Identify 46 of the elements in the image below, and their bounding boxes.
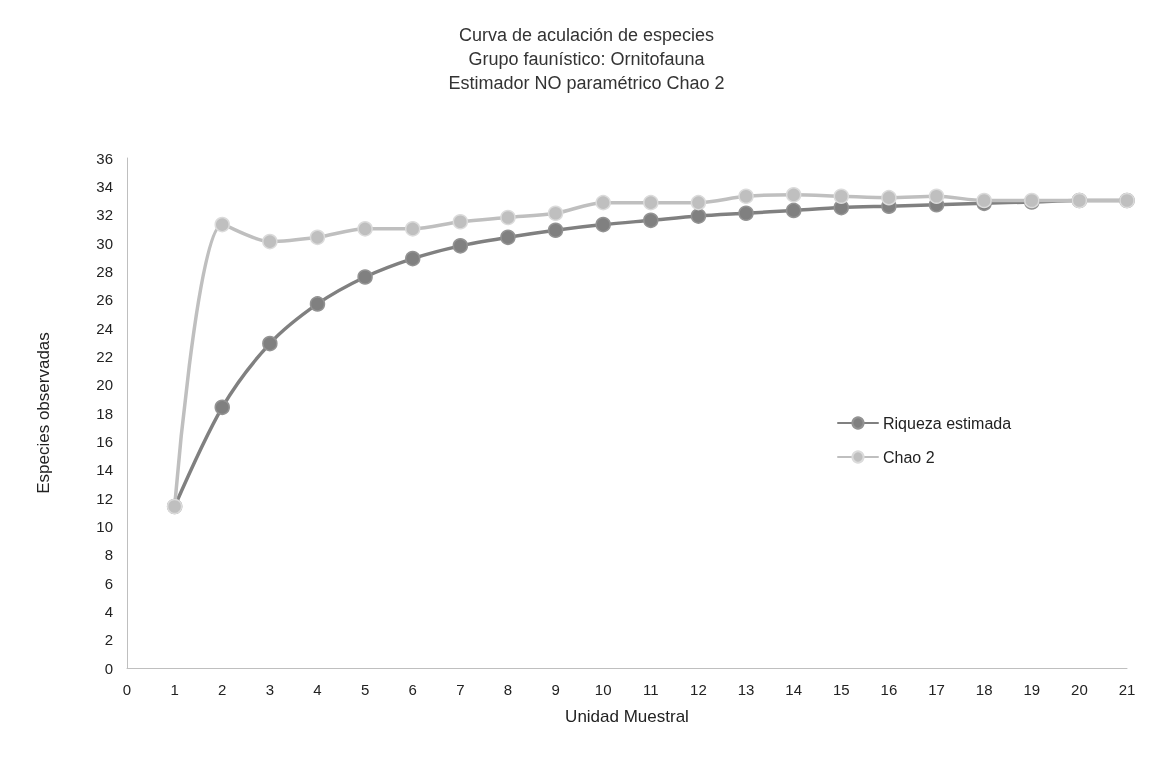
y-tick-label: 18: [96, 404, 113, 422]
x-tick-label: 16: [880, 681, 898, 698]
y-tick-label: 36: [96, 149, 113, 167]
y-tick-label: 8: [104, 546, 113, 564]
x-tick-label: 13: [737, 681, 755, 698]
x-tick-label: 3: [265, 681, 275, 698]
y-axis-title: Especies observadas: [34, 332, 53, 494]
y-tick-label: 32: [96, 206, 113, 224]
y-tick-label: 28: [96, 262, 113, 280]
y-tick-label: 26: [96, 291, 113, 309]
y-tick-label: 22: [96, 347, 113, 365]
x-tick-label: 0: [122, 681, 132, 698]
x-tick-label: 11: [643, 681, 659, 698]
y-tick-label: 20: [96, 376, 113, 394]
x-tick-label: 12: [690, 681, 707, 698]
x-tick-label: 15: [832, 681, 850, 698]
x-tick-label: 2: [218, 681, 227, 698]
chart-title: Curva de aculación de especies Grupo faunístico: Ornitofauna Estimador NO paramétrico Chao 2: [448, 25, 725, 93]
x-tick-label: 9: [551, 681, 560, 698]
legend-label: Riqueza estimada: [883, 414, 1012, 432]
y-tick-label: 16: [96, 432, 113, 450]
x-tick-label: 10: [594, 681, 612, 698]
y-tick-label: 6: [104, 574, 113, 592]
y-tick-label: 12: [96, 489, 113, 507]
x-tick-label: 1: [170, 681, 179, 698]
x-tick-label: 18: [975, 681, 993, 698]
y-tick-label: 24: [96, 319, 113, 337]
x-tick-label: 14: [785, 681, 803, 698]
x-tick-label: 8: [503, 681, 513, 698]
x-tick-label: 6: [408, 681, 417, 698]
x-tick-label: 20: [1071, 681, 1088, 698]
x-tick-label: 5: [360, 681, 370, 698]
y-tick-label: 2: [104, 631, 113, 649]
y-tick-label: 14: [96, 461, 113, 479]
y-tick-label: 30: [96, 234, 113, 252]
x-tick-label: 17: [928, 681, 945, 698]
x-axis-title: Unidad Muestral: [565, 707, 689, 726]
y-tick-label: 10: [96, 517, 113, 535]
x-tick-label: 7: [456, 681, 465, 698]
x-tick-label: 4: [313, 681, 322, 698]
legend-label: Chao 2: [883, 448, 935, 466]
y-tick-label: 34: [96, 177, 113, 195]
y-tick-label: 0: [104, 659, 113, 677]
x-tick-label: 19: [1023, 681, 1041, 698]
y-tick-label: 4: [104, 602, 113, 620]
x-tick-label: 21: [1118, 681, 1136, 698]
